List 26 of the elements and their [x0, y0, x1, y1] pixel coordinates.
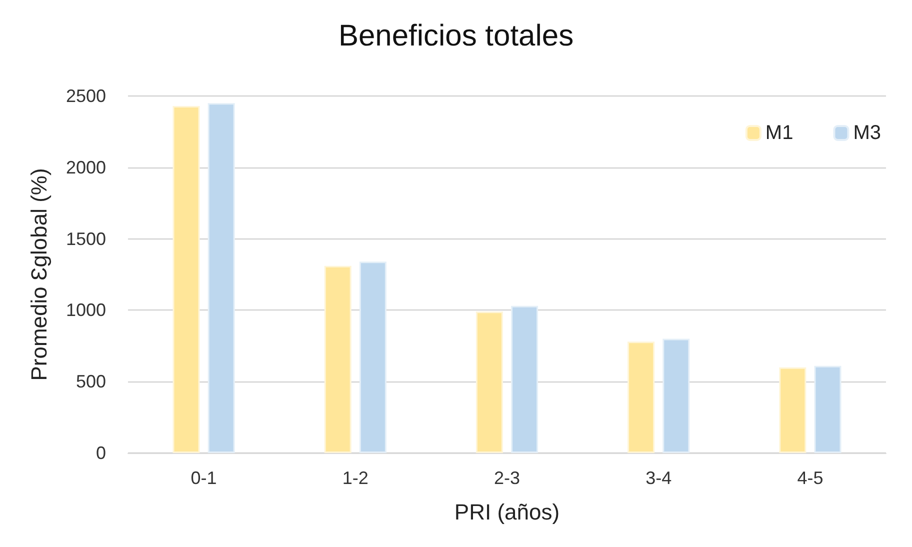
y-tick-label: 1500: [66, 228, 106, 249]
x-tick-label: 2-3: [494, 468, 520, 488]
y-tick-label: 2000: [66, 157, 106, 178]
y-tick-label: 2500: [66, 86, 106, 106]
legend-label: M3: [853, 122, 882, 144]
bar: [628, 342, 655, 453]
y-axis-title: Promedio Ɛglobal (%): [26, 168, 52, 381]
bar: [779, 367, 806, 453]
y-tick-label: 1000: [66, 300, 106, 320]
x-tick-label: 1-2: [342, 468, 368, 488]
y-tick-label: 500: [76, 372, 106, 392]
bar: [476, 312, 503, 453]
x-tick-label: 3-4: [646, 468, 672, 488]
bar: [814, 366, 842, 453]
bar: [662, 338, 690, 453]
x-tick-label: 4-5: [797, 468, 824, 488]
x-axis-title: PRI (años): [454, 500, 560, 524]
bar: [511, 306, 538, 453]
bar: [359, 262, 386, 453]
chart-title: Beneficios totales: [338, 20, 574, 52]
bar: [324, 266, 352, 453]
x-tick-label: 0-1: [190, 468, 217, 488]
legend-label: M1: [765, 122, 794, 144]
y-tick-label: 0: [96, 443, 106, 463]
bar: [208, 103, 235, 453]
bar: [172, 106, 200, 453]
